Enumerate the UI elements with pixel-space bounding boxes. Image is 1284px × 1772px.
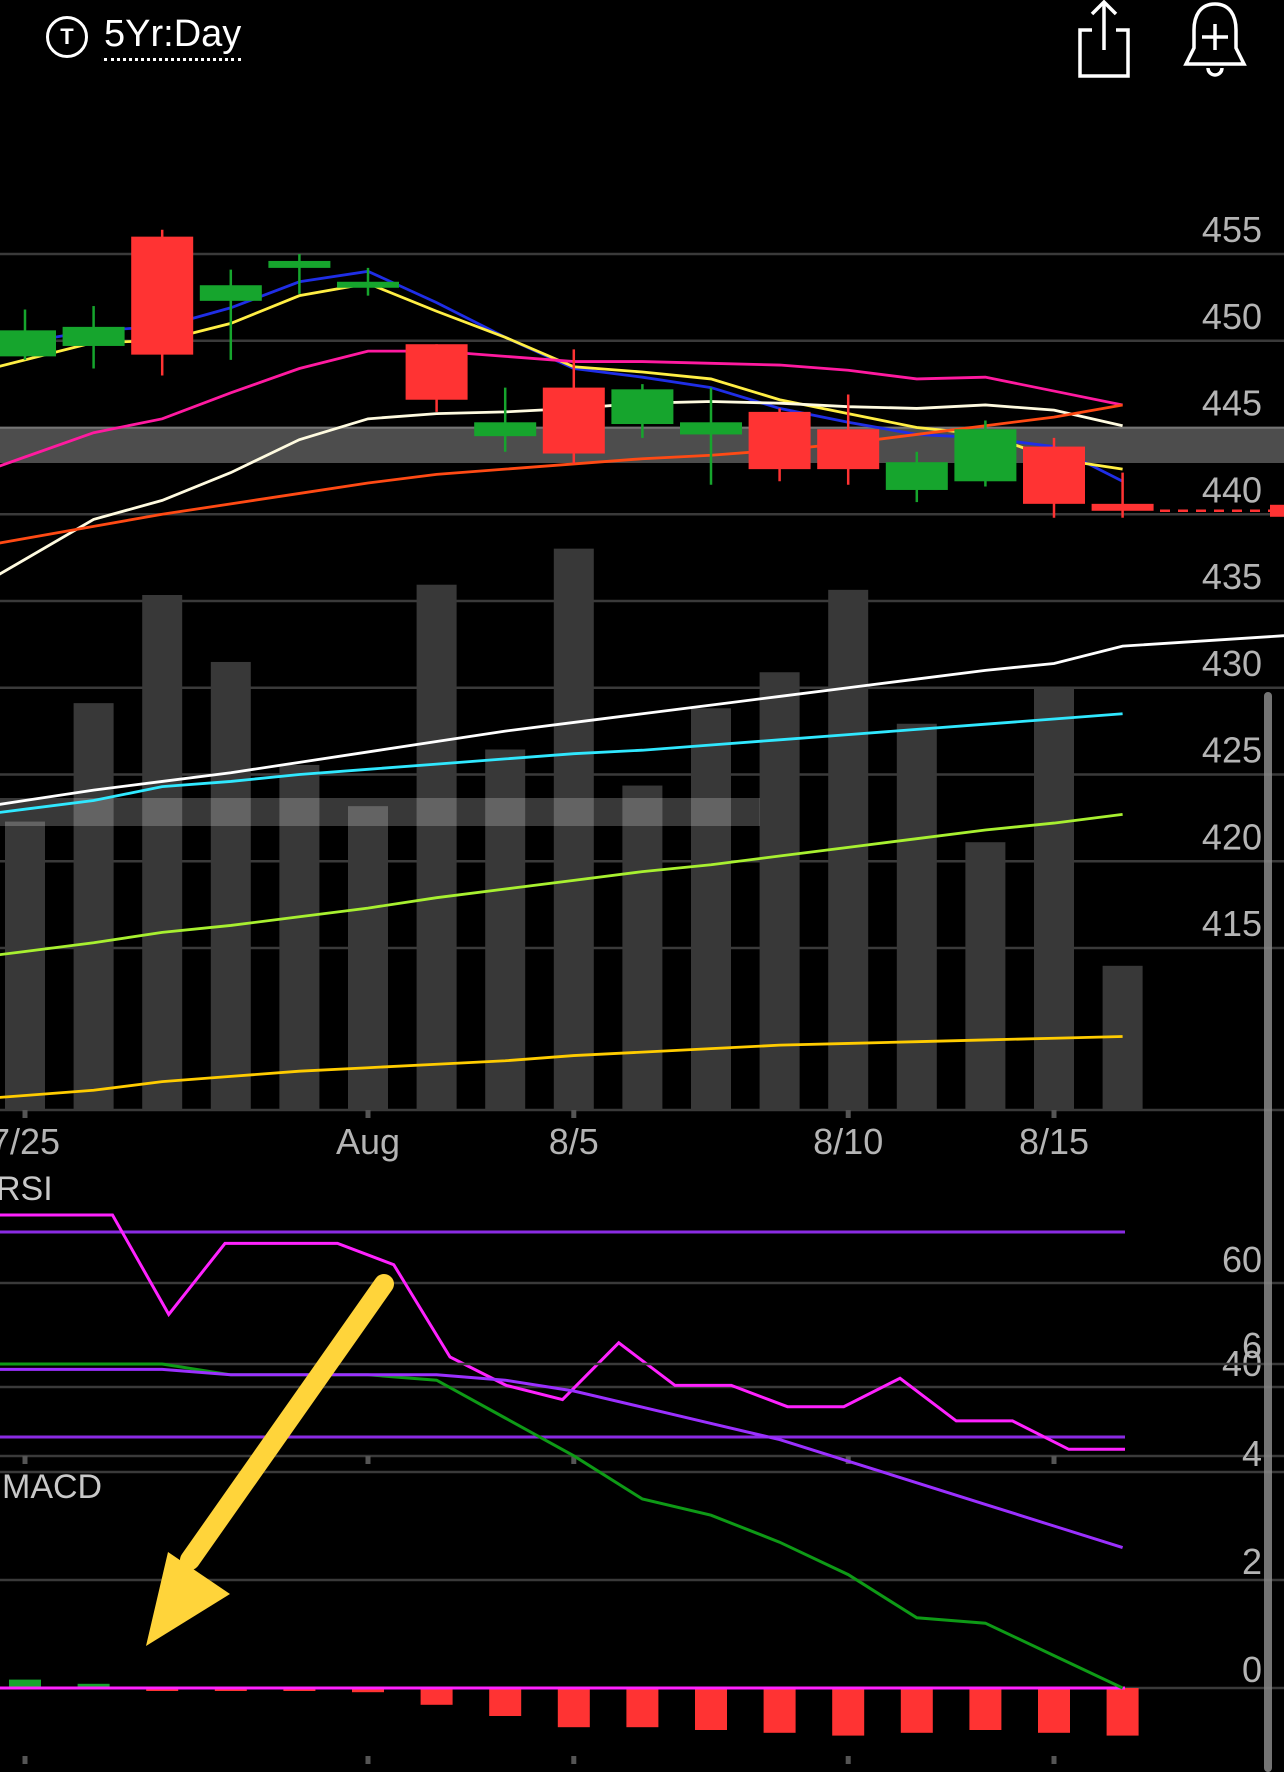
- macd-line: [0, 1362, 1124, 1690]
- annotation-arrow: [146, 1274, 394, 1646]
- volume-zone-band: [0, 798, 760, 826]
- macd-signal-line: [0, 1367, 1124, 1550]
- moving-average-line: [0, 1035, 1123, 1099]
- macd-label: MACD: [2, 1468, 102, 1506]
- candle-up: [611, 389, 674, 425]
- candle-down: [817, 429, 880, 470]
- price-tick-label: 440: [1202, 469, 1262, 510]
- macd-histogram-bar: [1106, 1688, 1139, 1736]
- candle-down: [405, 344, 468, 400]
- macd-histogram-bar: [626, 1688, 659, 1728]
- volume-bar: [73, 703, 114, 1110]
- price-tick-label: 430: [1202, 643, 1262, 684]
- date-tick-label: 7/25: [0, 1121, 60, 1162]
- share-icon: [1078, 0, 1130, 78]
- volume-bar: [210, 661, 251, 1110]
- volume-bar: [348, 806, 388, 1110]
- macd-tick-label: 0: [1242, 1649, 1262, 1690]
- last-price-marker: [1270, 504, 1284, 517]
- candle-up: [0, 330, 56, 357]
- moving-average-line: [0, 400, 1123, 576]
- macd-histogram-bar: [352, 1688, 384, 1693]
- add-alert-bell-icon: [1183, 2, 1247, 77]
- volume-bar: [691, 708, 731, 1110]
- candle-down: [748, 411, 811, 470]
- candle-up: [885, 462, 948, 490]
- candle-down: [1091, 503, 1154, 511]
- moving-average-line: [0, 349, 1123, 468]
- moving-average-line: [0, 403, 1123, 545]
- volume-bars: [5, 548, 1143, 1110]
- rsi-label: RSI: [0, 1170, 53, 1208]
- volume-bar: [896, 723, 937, 1110]
- price-tick-label: 450: [1202, 296, 1262, 337]
- date-tick-label: 8/5: [549, 1121, 599, 1162]
- candle-up: [337, 281, 399, 288]
- volume-bar: [142, 595, 183, 1110]
- rsi-line: [0, 1213, 1125, 1451]
- period-selector[interactable]: T 5Yr:Day: [46, 12, 242, 61]
- volume-bar: [622, 785, 663, 1110]
- candle-up: [680, 422, 742, 435]
- macd-histogram-bar: [900, 1688, 933, 1733]
- candle-down: [542, 387, 605, 454]
- price-tick-label: 455: [1202, 209, 1262, 250]
- price-tick-label: 435: [1202, 556, 1262, 597]
- candlesticks[interactable]: [0, 229, 1284, 518]
- macd-histogram-bar: [420, 1688, 453, 1705]
- macd-histogram-bar: [695, 1688, 727, 1730]
- scrollbar[interactable]: [1264, 692, 1272, 1772]
- candle-up: [199, 285, 262, 301]
- price-tick-label: 445: [1202, 383, 1262, 424]
- candle-down: [131, 236, 194, 355]
- share-button[interactable]: [1074, 0, 1134, 85]
- macd-histogram-bar: [763, 1688, 796, 1733]
- price-tick-label: 415: [1202, 903, 1262, 944]
- date-tick-label: 8/15: [1019, 1121, 1089, 1162]
- date-axis: 7/25 Aug 8/5 8/10 8/15: [0, 1110, 1089, 1162]
- macd-tick-label: 4: [1242, 1433, 1262, 1474]
- macd-panel[interactable]: MACD 6 4 2 0: [0, 1325, 1284, 1764]
- volume-bar: [5, 821, 45, 1110]
- moving-average-line: [0, 813, 1123, 957]
- candle-up: [954, 429, 1017, 482]
- candle-up: [474, 422, 537, 437]
- macd-histogram-bar: [969, 1688, 1002, 1730]
- macd-histogram-bar: [557, 1688, 590, 1728]
- candle-up: [268, 260, 331, 268]
- volume-bar: [1034, 687, 1074, 1110]
- moving-average-line: [0, 712, 1123, 814]
- volume-bar: [965, 842, 1006, 1110]
- macd-tick-label: 6: [1242, 1325, 1262, 1366]
- price-tick-label: 420: [1202, 816, 1262, 857]
- volume-bar: [553, 548, 594, 1110]
- price-axis: 455 450 445 440 435 430 425 420 415: [1202, 209, 1262, 944]
- price-tick-label: 425: [1202, 730, 1262, 771]
- moving-average-line: [0, 634, 1284, 806]
- date-tick-label: 8/10: [813, 1121, 883, 1162]
- volume-bar: [416, 584, 457, 1110]
- macd-histogram-bar: [9, 1679, 41, 1688]
- volume-bar: [279, 764, 320, 1110]
- candle-down: [1023, 446, 1085, 504]
- macd-tick-label: 2: [1242, 1541, 1262, 1582]
- volume-bar: [485, 749, 526, 1110]
- date-tick-label: Aug: [336, 1121, 400, 1162]
- period-label: 5Yr:Day: [104, 12, 242, 61]
- macd-histogram-bar: [489, 1688, 522, 1716]
- candle-up: [62, 326, 125, 346]
- rsi-tick-label: 60: [1222, 1239, 1262, 1280]
- macd-histogram-bar: [832, 1688, 865, 1736]
- t-badge-icon: T: [46, 15, 88, 58]
- top-bar: T 5Yr:Day: [0, 0, 1284, 80]
- macd-histogram-bar: [1038, 1688, 1070, 1733]
- macd-histogram-bar: [77, 1683, 110, 1688]
- volume-bar: [759, 672, 800, 1110]
- add-alert-button[interactable]: [1180, 0, 1250, 85]
